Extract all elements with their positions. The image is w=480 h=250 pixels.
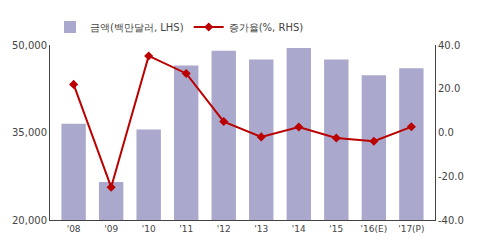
svg-text:0.0: 0.0 bbox=[438, 127, 454, 138]
svg-text:증가율(%, RHS): 증가율(%, RHS) bbox=[229, 22, 304, 33]
svg-text:'12: '12 bbox=[217, 224, 231, 234]
svg-text:40.0: 40.0 bbox=[438, 40, 460, 51]
svg-text:'08: '08 bbox=[67, 224, 81, 234]
svg-text:20,000: 20,000 bbox=[12, 215, 47, 226]
svg-text:'17(P): '17(P) bbox=[398, 224, 424, 234]
svg-text:'09: '09 bbox=[104, 224, 118, 234]
svg-text:20.0: 20.0 bbox=[438, 83, 460, 94]
svg-text:-40.0: -40.0 bbox=[438, 215, 464, 226]
svg-text:'14: '14 bbox=[292, 224, 306, 234]
svg-text:50,000: 50,000 bbox=[12, 40, 47, 51]
svg-text:'10: '10 bbox=[142, 224, 156, 234]
svg-text:'11: '11 bbox=[179, 224, 193, 234]
svg-text:'16(E): '16(E) bbox=[361, 224, 388, 234]
svg-text:35,000: 35,000 bbox=[12, 127, 47, 138]
svg-text:'13: '13 bbox=[254, 224, 268, 234]
svg-text:'15: '15 bbox=[329, 224, 343, 234]
svg-text:-20.0: -20.0 bbox=[438, 171, 464, 182]
svg-text:금액(백만달러, LHS): 금액(백만달러, LHS) bbox=[90, 22, 184, 33]
